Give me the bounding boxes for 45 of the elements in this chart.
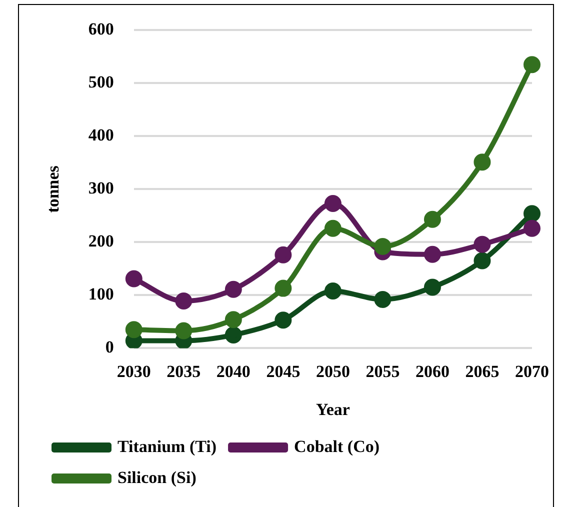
y-tick-label: 300	[88, 178, 114, 198]
y-tick-label: 0	[105, 338, 114, 357]
point	[474, 236, 491, 253]
y-tick-label: 600	[88, 20, 114, 39]
point	[374, 238, 392, 255]
legend-label: Titanium (Ti)	[118, 436, 217, 456]
point	[274, 312, 292, 329]
point	[175, 322, 192, 340]
x-tick-label: 2045	[266, 362, 300, 381]
x-tick-label: 2070	[515, 362, 549, 381]
point	[274, 280, 292, 297]
point	[424, 278, 441, 296]
point	[324, 282, 342, 300]
y-tick-label: 500	[88, 72, 114, 92]
point	[224, 311, 242, 328]
x-tick-label: 2030	[116, 362, 151, 381]
point	[125, 321, 142, 338]
point	[424, 210, 441, 228]
point	[125, 270, 142, 288]
legend-label: Cobalt (Co)	[294, 436, 380, 456]
x-tick-label: 2035	[166, 362, 201, 381]
point	[324, 220, 342, 237]
point	[524, 205, 540, 222]
y-tick-label: 200	[88, 232, 114, 251]
legend-label: Silicon (Si)	[118, 468, 196, 487]
y-tick-label: 400	[88, 126, 114, 145]
y-tick-label: 100	[88, 284, 114, 304]
point	[324, 195, 342, 212]
point	[424, 246, 441, 263]
point	[274, 246, 292, 264]
point	[524, 220, 540, 237]
point	[374, 290, 392, 308]
y-axis-title: tonnes	[44, 165, 63, 213]
x-tick-label: 2040	[216, 362, 250, 381]
x-tick-label: 2055	[366, 362, 400, 381]
x-tick-label: 2060	[415, 362, 450, 381]
point	[175, 292, 192, 310]
point	[524, 56, 540, 74]
point	[224, 280, 242, 298]
x-tick-label: 2050	[316, 362, 350, 381]
point	[474, 154, 491, 171]
x-axis-title: Year	[316, 400, 350, 420]
point	[474, 252, 491, 270]
x-tick-label: 2065	[465, 362, 500, 381]
point	[224, 326, 242, 344]
